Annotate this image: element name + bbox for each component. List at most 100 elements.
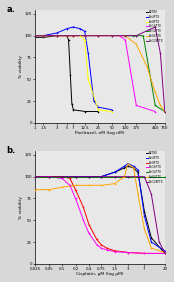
A+64PTX	[127, 162, 129, 166]
Line: A+128PTX: A+128PTX	[35, 177, 165, 252]
A+4PTX	[72, 25, 74, 29]
A2780	[97, 110, 99, 113]
A2780	[73, 108, 75, 112]
A+64PTX	[113, 182, 116, 185]
A+32PTX	[111, 34, 113, 37]
A+16PTX	[35, 175, 37, 178]
A+128PTX	[154, 25, 156, 29]
A+8PTX	[144, 252, 146, 255]
A+8PTX	[34, 34, 36, 37]
A+128PTX	[111, 34, 113, 37]
A+4PTX	[111, 171, 113, 175]
Text: b.: b.	[7, 146, 16, 155]
A+16PTX	[108, 34, 110, 37]
A+8PTX	[113, 249, 116, 252]
A+4PTX	[81, 28, 83, 32]
A+32PTX	[34, 34, 36, 37]
Y-axis label: % viability: % viability	[19, 196, 23, 219]
A+4PTX	[99, 106, 101, 109]
Line: A+128PTX: A+128PTX	[35, 27, 165, 111]
A+16PTX	[111, 249, 113, 253]
A+64PTX	[35, 34, 37, 37]
A+64PTX	[111, 182, 113, 186]
X-axis label: Cisplatin, μM (log μM): Cisplatin, μM (log μM)	[76, 272, 124, 276]
A+8PTX	[34, 175, 36, 178]
A+16PTX	[113, 250, 116, 253]
A+64PTX	[144, 228, 146, 232]
A+32PTX	[164, 110, 166, 113]
A+16PTX	[143, 252, 145, 255]
A+64PTX	[152, 247, 154, 250]
A+128PTX	[164, 110, 166, 113]
A+16PTX	[106, 34, 108, 37]
A+16PTX	[143, 106, 145, 110]
A+32PTX	[35, 34, 37, 37]
A+32PTX	[111, 175, 113, 178]
A+128PTX	[34, 175, 36, 178]
A+64PTX	[113, 34, 116, 37]
A+32PTX	[34, 175, 36, 178]
A+8PTX	[111, 248, 113, 252]
A2780	[34, 36, 36, 39]
A2780	[144, 212, 146, 215]
Line: A2780: A2780	[35, 166, 165, 254]
A+32PTX	[143, 175, 145, 178]
A+128PTX	[152, 27, 154, 30]
Line: A+8PTX: A+8PTX	[35, 36, 112, 111]
A+128PTX	[111, 175, 113, 178]
A+4PTX	[80, 27, 82, 31]
A+32PTX	[113, 175, 116, 178]
A2780	[34, 175, 36, 178]
A+4PTX	[34, 34, 37, 37]
A+32PTX	[164, 175, 166, 178]
Legend: A2780, A+4PTX, A+8PTX, A+16PTX, A+32PTX, A+64PTX, A+128PTX: A2780, A+4PTX, A+8PTX, A+16PTX, A+32PTX,…	[145, 10, 164, 43]
A+8PTX	[164, 252, 166, 255]
Line: A+64PTX: A+64PTX	[35, 36, 165, 111]
A+128PTX	[152, 200, 154, 204]
A+128PTX	[113, 175, 116, 178]
A+4PTX	[34, 175, 36, 178]
A+4PTX	[164, 249, 166, 252]
A+8PTX	[143, 252, 145, 255]
A+128PTX	[143, 30, 145, 34]
A+4PTX	[127, 162, 129, 165]
A+64PTX	[143, 60, 145, 63]
A+8PTX	[111, 110, 113, 113]
A+8PTX	[80, 34, 82, 38]
A2780	[111, 171, 113, 175]
A+128PTX	[111, 175, 113, 178]
A2780	[56, 34, 58, 37]
A+128PTX	[164, 251, 166, 254]
A2780	[152, 238, 154, 241]
A2780	[72, 106, 74, 109]
A+8PTX	[81, 36, 83, 39]
A+8PTX	[80, 34, 82, 38]
A+128PTX	[35, 34, 37, 37]
A+64PTX	[111, 34, 113, 37]
Line: A+64PTX: A+64PTX	[35, 164, 165, 252]
Y-axis label: % viability: % viability	[19, 55, 23, 78]
A+128PTX	[143, 175, 145, 178]
A+16PTX	[164, 252, 166, 255]
A+32PTX	[152, 89, 154, 92]
A+4PTX	[80, 27, 82, 31]
A2780	[84, 110, 86, 113]
A+16PTX	[105, 34, 107, 37]
A2780	[72, 107, 74, 110]
A+16PTX	[34, 34, 36, 37]
Line: A+8PTX: A+8PTX	[35, 177, 165, 254]
A2780	[35, 175, 37, 178]
A+64PTX	[164, 251, 166, 254]
A+16PTX	[154, 110, 156, 113]
A+64PTX	[152, 83, 154, 86]
A+4PTX	[144, 216, 146, 219]
Line: A+4PTX: A+4PTX	[35, 164, 165, 251]
A+128PTX	[111, 34, 113, 37]
A+4PTX	[34, 34, 36, 37]
A+4PTX	[111, 171, 113, 175]
A+16PTX	[111, 250, 113, 253]
A+64PTX	[111, 34, 113, 37]
A+4PTX	[111, 108, 113, 111]
A2780	[164, 252, 166, 255]
A+32PTX	[143, 41, 145, 44]
